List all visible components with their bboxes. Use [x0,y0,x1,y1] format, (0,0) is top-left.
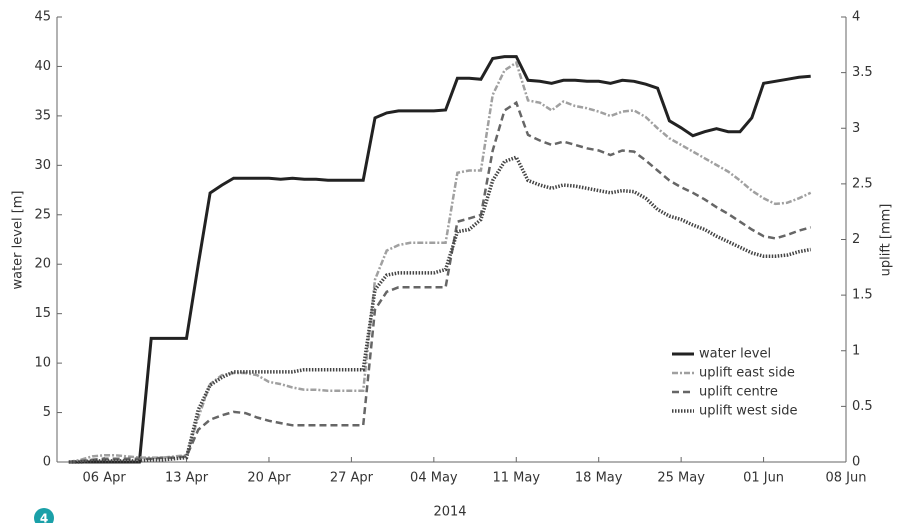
badge-circle [34,508,54,523]
y-tick-label: 20 [34,257,51,272]
y-tick-label: 35 [34,108,51,123]
y-tick-label: 15 [34,306,51,321]
data-line [68,55,811,464]
y-tick-label: 0 [43,455,51,470]
badge: 4 [40,512,48,523]
legend-label: uplift east side [699,366,795,381]
x-tick-label: 08 Jun [826,471,867,486]
x-tick-label: 13 Apr [165,471,209,486]
x-tick-label: 27 Apr [330,471,374,486]
y2-tick-label: 4 [852,10,860,25]
y2-tick-label: 3 [852,121,860,136]
x-tick-label: 25 May [657,471,705,486]
y-axis-label: water level [m] [11,190,26,289]
y2-tick-label: 1 [852,343,860,358]
y-tick-label: 45 [34,10,51,25]
x-tick-label: 06 Apr [83,471,127,486]
y-tick-label: 10 [34,356,51,371]
x-axis-label: 2014 [433,505,466,520]
y-tick-label: 40 [34,59,51,74]
y2-tick-label: 1.5 [852,288,873,303]
y2-tick-label: 3.5 [852,65,873,80]
data-line [68,100,812,464]
legend-label: uplift west side [699,404,798,419]
legend-label: water level [699,347,771,362]
y-tick-label: 25 [34,207,51,222]
x-tick-label: 20 Apr [247,471,291,486]
y2-tick-label: 2 [852,232,860,247]
y-tick-label: 5 [43,405,51,420]
x-tick-label: 18 May [575,471,623,486]
data-line [68,155,812,464]
data-line [68,60,812,464]
y-tick-label: 30 [34,158,51,173]
x-tick-label: 11 May [492,471,540,486]
x-tick-label: 04 May [410,471,458,486]
x-tick-label: 01 Jun [743,471,784,486]
y2-tick-label: 0 [852,455,860,470]
legend-label: uplift centre [699,385,778,400]
y2-axis-label: uplift [mm] [879,204,894,277]
y2-tick-label: 0.5 [852,399,873,414]
y2-tick-label: 2.5 [852,176,873,191]
